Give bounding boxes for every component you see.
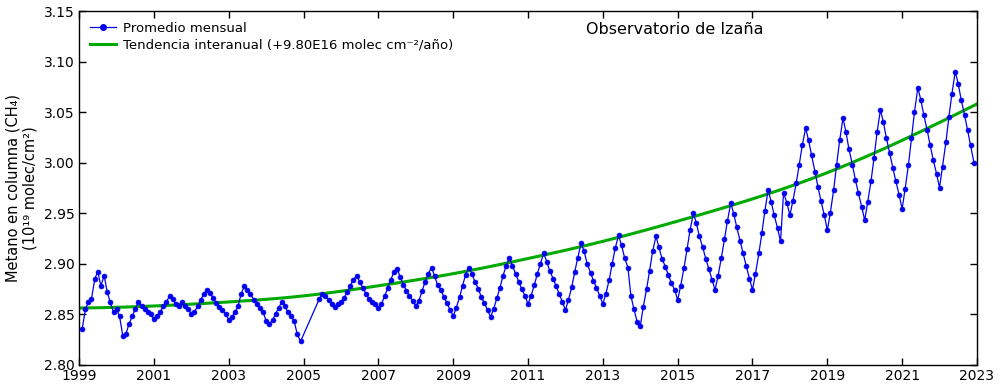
Tendencia interanual (+9.80E16 molec cm⁻²/año) bbox=[73, 306, 85, 310]
Text: Observatorio de Izaña: Observatorio de Izaña bbox=[586, 22, 764, 37]
Promedio mensual bbox=[700, 256, 712, 261]
Tendencia interanual (+9.80E16 molec cm⁻²/año) bbox=[971, 102, 983, 106]
Promedio mensual bbox=[949, 69, 961, 74]
Tendencia interanual (+9.80E16 molec cm⁻²/año) bbox=[809, 175, 821, 180]
Legend: Promedio mensual, Tendencia interanual (+9.80E16 molec cm⁻²/año): Promedio mensual, Tendencia interanual (… bbox=[86, 18, 457, 56]
Line: Tendencia interanual (+9.80E16 molec cm⁻²/año): Tendencia interanual (+9.80E16 molec cm⁻… bbox=[79, 104, 977, 308]
Tendencia interanual (+9.80E16 molec cm⁻²/año) bbox=[500, 261, 512, 266]
Promedio mensual bbox=[968, 160, 980, 165]
Promedio mensual bbox=[76, 327, 88, 331]
Promedio mensual bbox=[295, 339, 307, 344]
Promedio mensual bbox=[338, 296, 350, 300]
Promedio mensual bbox=[862, 200, 874, 204]
Promedio mensual bbox=[276, 300, 288, 304]
Tendencia interanual (+9.80E16 molec cm⁻²/año) bbox=[949, 112, 961, 117]
Tendencia interanual (+9.80E16 molec cm⁻²/año) bbox=[607, 237, 619, 241]
Tendencia interanual (+9.80E16 molec cm⁻²/año) bbox=[505, 260, 517, 265]
Promedio mensual bbox=[142, 310, 154, 314]
Promedio mensual bbox=[597, 301, 609, 306]
Line: Promedio mensual: Promedio mensual bbox=[80, 69, 976, 344]
Tendencia interanual (+9.80E16 molec cm⁻²/año) bbox=[559, 248, 571, 253]
Y-axis label: Metano en columna (CH₄)
(10¹⁹ molec/cm²): Metano en columna (CH₄) (10¹⁹ molec/cm²) bbox=[6, 94, 38, 282]
